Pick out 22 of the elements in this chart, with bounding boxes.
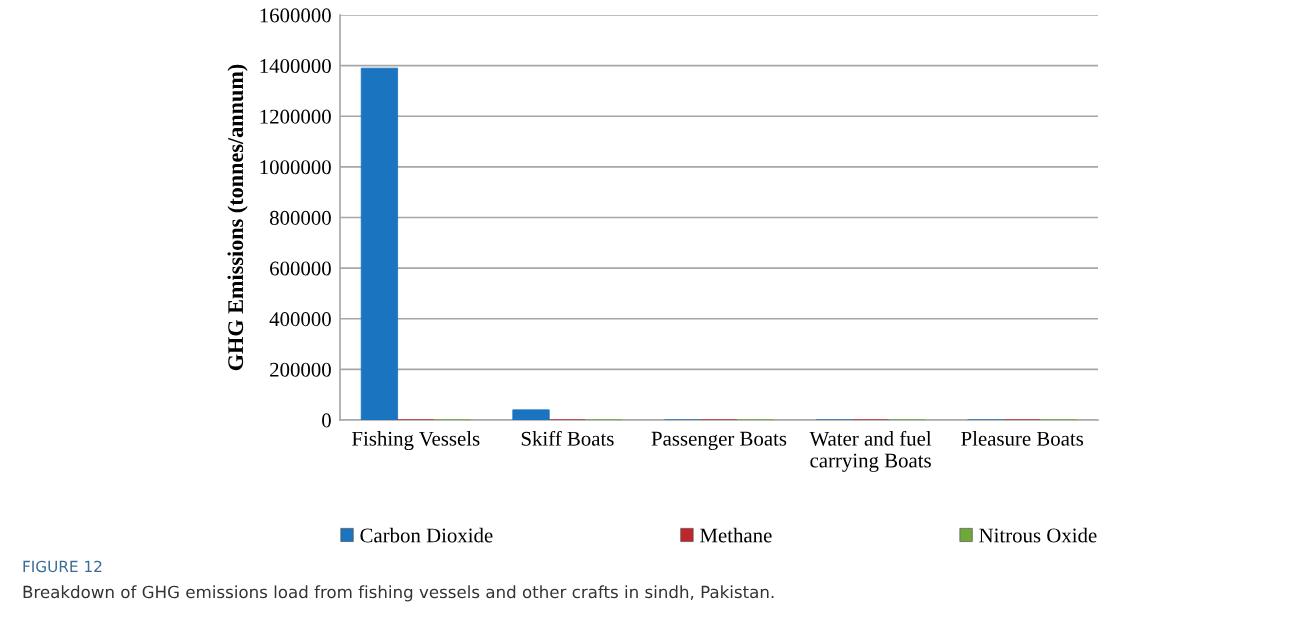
x-tick-label: Water and fuel carrying Boats — [809, 430, 932, 472]
y-tick-label: 0 — [322, 413, 331, 428]
legend-label: Nitrous Oxide — [979, 527, 1097, 543]
x-tick-label: Fishing Vessels — [352, 431, 480, 451]
caption: FIGURE 12 — [23, 560, 102, 573]
y-tick-label: 200000 — [270, 362, 331, 377]
y-tick-label: 1600000 — [260, 8, 331, 23]
x-tick-label: Passenger Boats — [651, 431, 787, 450]
legend-label: Methane — [700, 527, 772, 543]
bar — [512, 409, 550, 420]
y-tick-label: 800000 — [269, 210, 331, 225]
y-tick-label: 400000 — [269, 312, 331, 327]
y-tick-label: 600000 — [270, 261, 331, 276]
y-tick-label: 1200000 — [260, 109, 331, 124]
y-axis-title: GHG Emissions (tonnes/annum) — [227, 64, 248, 371]
y-tick-label: 1000000 — [260, 160, 331, 175]
x-tick-label: Skiff Boats — [521, 430, 614, 446]
legend-label: Carbon Dioxide — [360, 527, 493, 543]
y-tick-label: 1400000 — [260, 59, 331, 74]
text: Breakdown of GHG emissions load from fishing vessels and other crafts in sindh, Pakistan. — [23, 585, 774, 602]
bar — [360, 67, 399, 420]
x-tick-label: Pleasure Boats — [961, 431, 1084, 446]
